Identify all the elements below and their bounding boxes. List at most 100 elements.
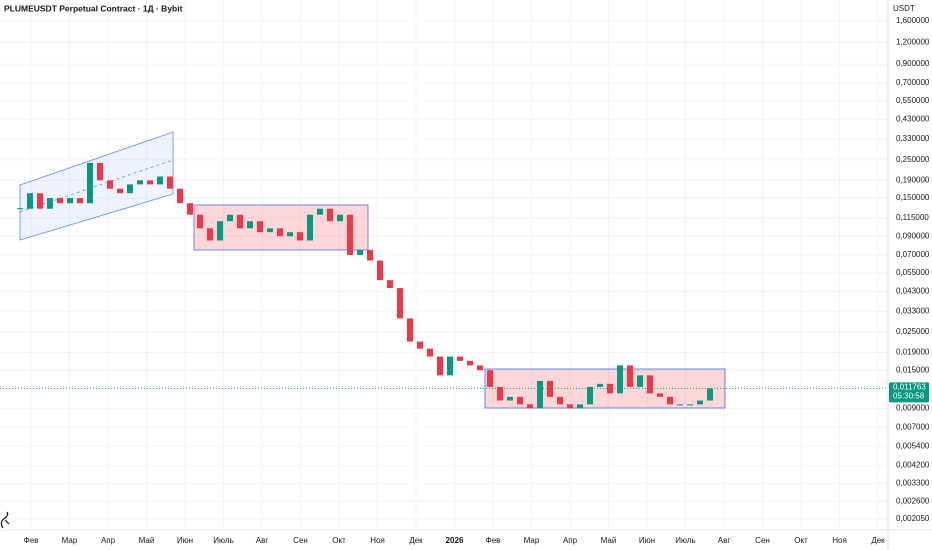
candle xyxy=(157,176,163,185)
candle xyxy=(87,162,93,204)
candle xyxy=(407,318,413,342)
candle xyxy=(637,375,643,387)
candle xyxy=(437,356,443,376)
candle xyxy=(137,180,143,185)
y-tick-label: 0,002050 xyxy=(896,514,930,523)
candle xyxy=(697,400,703,405)
candle xyxy=(217,221,223,241)
y-tick-label: 1,200000 xyxy=(896,38,930,47)
y-tick-label: 0,550000 xyxy=(896,96,930,105)
x-tick-label: Фев xyxy=(486,536,501,545)
candle xyxy=(277,228,283,237)
x-tick-label: Дек xyxy=(409,536,423,545)
y-tick-label: 0,250000 xyxy=(896,155,930,164)
x-tick-label: Мар xyxy=(524,536,540,545)
x-tick-label: Сен xyxy=(293,536,308,545)
candle xyxy=(307,214,313,241)
candle xyxy=(507,396,513,401)
y-tick-label: 0,090000 xyxy=(896,231,930,240)
y-tick-label: 0,025000 xyxy=(896,327,930,336)
y-tick-label: 0,004200 xyxy=(896,460,930,469)
channel-mid xyxy=(19,159,174,213)
y-tick-label: 0,015000 xyxy=(896,365,930,374)
candle xyxy=(167,176,173,189)
y-tick-label: 0,900000 xyxy=(896,59,930,68)
candle xyxy=(177,188,183,204)
candle xyxy=(117,188,123,194)
x-tick-label: Ноя xyxy=(370,536,385,545)
y-tick-label: 0,190000 xyxy=(896,175,930,184)
candle xyxy=(457,356,463,361)
logo xyxy=(0,511,10,529)
x-tick-label: Ноя xyxy=(832,536,847,545)
candle xyxy=(557,396,563,405)
candle xyxy=(57,198,63,204)
y-tick-label: 0,033000 xyxy=(896,306,930,315)
candle xyxy=(447,356,453,376)
x-tick-label: Июль xyxy=(213,536,233,545)
candle xyxy=(287,232,293,237)
candle xyxy=(227,214,233,222)
y-tick-label: 0,700000 xyxy=(896,78,930,87)
candle xyxy=(647,375,653,394)
x-tick-label: Май xyxy=(601,536,617,545)
candle xyxy=(247,221,253,229)
candle xyxy=(587,386,593,405)
candle xyxy=(37,193,43,209)
chart-title: PLUMEUSDT Perpetual Contract · 1Д · Bybi… xyxy=(4,3,183,13)
candle xyxy=(97,162,103,181)
candle xyxy=(67,198,73,204)
x-tick-label: Окт xyxy=(332,536,346,545)
candle xyxy=(497,386,503,401)
candle xyxy=(467,360,473,366)
y-tick-label: 0,115000 xyxy=(896,213,929,222)
candle xyxy=(377,260,383,281)
y-tick-label: 0,005400 xyxy=(896,442,930,451)
candle xyxy=(707,388,713,401)
candle xyxy=(337,214,343,222)
candle xyxy=(687,404,693,406)
x-tick-label: Авг xyxy=(718,536,731,545)
x-tick-label: Май xyxy=(139,536,155,545)
candle xyxy=(267,228,273,233)
y-tick-label: 0,070000 xyxy=(896,250,930,259)
x-tick-label: Апр xyxy=(101,536,116,545)
y-tick-label: 0,330000 xyxy=(896,134,930,143)
candle xyxy=(357,249,363,256)
x-tick-label: Апр xyxy=(563,536,578,545)
candle xyxy=(107,180,113,189)
x-tick-label: Авг xyxy=(256,536,269,545)
candle xyxy=(317,208,323,215)
candle xyxy=(667,396,673,405)
candle xyxy=(77,198,83,204)
candle xyxy=(397,288,403,319)
countdown: 05:30:58 xyxy=(893,391,925,400)
candle xyxy=(517,396,523,405)
x-tick-label: Мар xyxy=(62,536,78,545)
y-tick-label: 0,055000 xyxy=(896,268,930,277)
candle xyxy=(537,380,543,409)
candle xyxy=(567,404,573,409)
x-tick-label: Сен xyxy=(755,536,770,545)
candle xyxy=(197,214,203,229)
x-tick-label: 2026 xyxy=(446,536,464,545)
x-tick-label: Июн xyxy=(177,536,193,545)
y-tick-label: 0,003300 xyxy=(896,479,930,488)
candle xyxy=(347,214,353,256)
candle xyxy=(617,365,623,394)
candle xyxy=(477,365,483,371)
candle xyxy=(187,203,193,215)
candle xyxy=(627,365,633,387)
candle xyxy=(327,208,333,222)
candle xyxy=(207,228,213,241)
y-tick-label: 0,043000 xyxy=(896,287,930,296)
x-tick-label: Июн xyxy=(639,536,655,545)
candle xyxy=(147,180,153,185)
x-tick-label: Окт xyxy=(794,536,808,545)
candle xyxy=(427,348,433,357)
candle xyxy=(597,383,603,387)
candle xyxy=(677,404,683,406)
y-tick-label: 1,600000 xyxy=(896,16,930,25)
candle xyxy=(257,221,263,233)
